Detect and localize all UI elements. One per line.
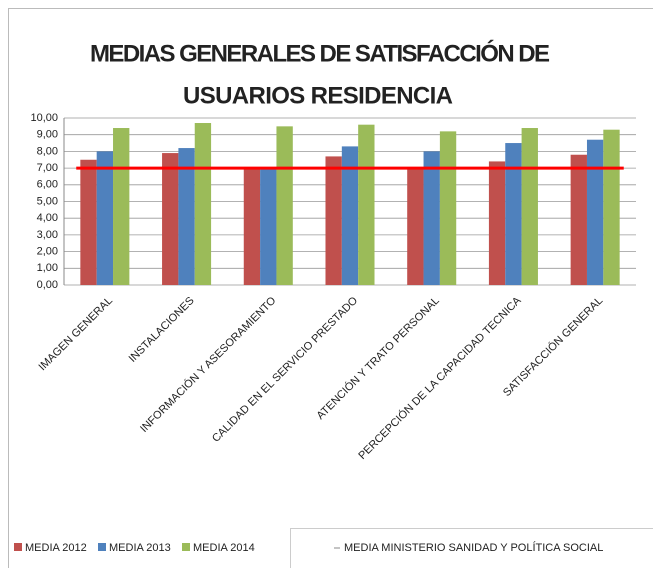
bar	[488, 161, 506, 285]
legend-label: MEDIA 2014	[193, 542, 255, 554]
bar	[521, 128, 538, 285]
bar	[162, 153, 179, 285]
legend-label: MEDIA 2013	[109, 542, 171, 554]
y-tick-label: 9,00	[37, 129, 58, 141]
bar	[439, 131, 457, 285]
chart-title: MEDIAS GENERALES DE SATISFACCIÓN DE	[90, 39, 550, 67]
bar	[570, 154, 587, 285]
bar	[586, 139, 604, 285]
y-tick-label: 1,00	[37, 262, 58, 274]
bar	[358, 124, 375, 286]
x-tick-label: PERCEPCIÓN DE LA CAPACIDAD TECNICA	[356, 294, 524, 462]
x-tick-label: INFORMACIÓN Y ASESORAMIENTO	[137, 294, 278, 435]
y-tick-label: 3,00	[37, 229, 58, 241]
y-tick-label: 8,00	[37, 145, 58, 157]
bar	[96, 151, 114, 285]
chart-title: USUARIOS RESIDENCIA	[183, 82, 453, 109]
bar	[423, 151, 440, 285]
legend-label: MEDIA 2012	[25, 542, 87, 554]
legend-swatch	[98, 543, 106, 551]
bar	[80, 159, 97, 285]
bar	[505, 143, 522, 285]
y-tick-label: 4,00	[37, 212, 58, 224]
x-tick-label: INSTALACIONES	[127, 295, 197, 365]
y-tick-label: 10,00	[30, 112, 58, 124]
bar	[243, 168, 261, 285]
bar	[178, 148, 195, 285]
y-tick-label: 5,00	[37, 195, 58, 207]
y-tick-label: 6,00	[37, 179, 58, 191]
bar	[603, 129, 620, 285]
x-tick-label: CALIDAD EN EL SERVICIO PRESTADO	[210, 294, 360, 444]
x-tick-label: IMAGEN GENERAL	[37, 295, 116, 374]
legend-label: MEDIA MINISTERIO SANIDAD Y POLÍTICA SOCI…	[344, 541, 603, 554]
y-tick-label: 0,00	[37, 279, 58, 291]
bar	[276, 126, 293, 285]
bar	[325, 156, 342, 285]
bar	[407, 168, 424, 285]
legend-swatch	[14, 543, 22, 551]
bar	[341, 146, 359, 285]
bar	[194, 123, 212, 285]
chart-border	[8, 8, 653, 568]
y-tick-label: 2,00	[37, 246, 58, 258]
bar	[113, 128, 130, 285]
bar	[260, 168, 277, 285]
legend-box	[290, 528, 653, 568]
legend-swatch	[182, 543, 190, 551]
y-tick-label: 7,00	[37, 162, 58, 174]
